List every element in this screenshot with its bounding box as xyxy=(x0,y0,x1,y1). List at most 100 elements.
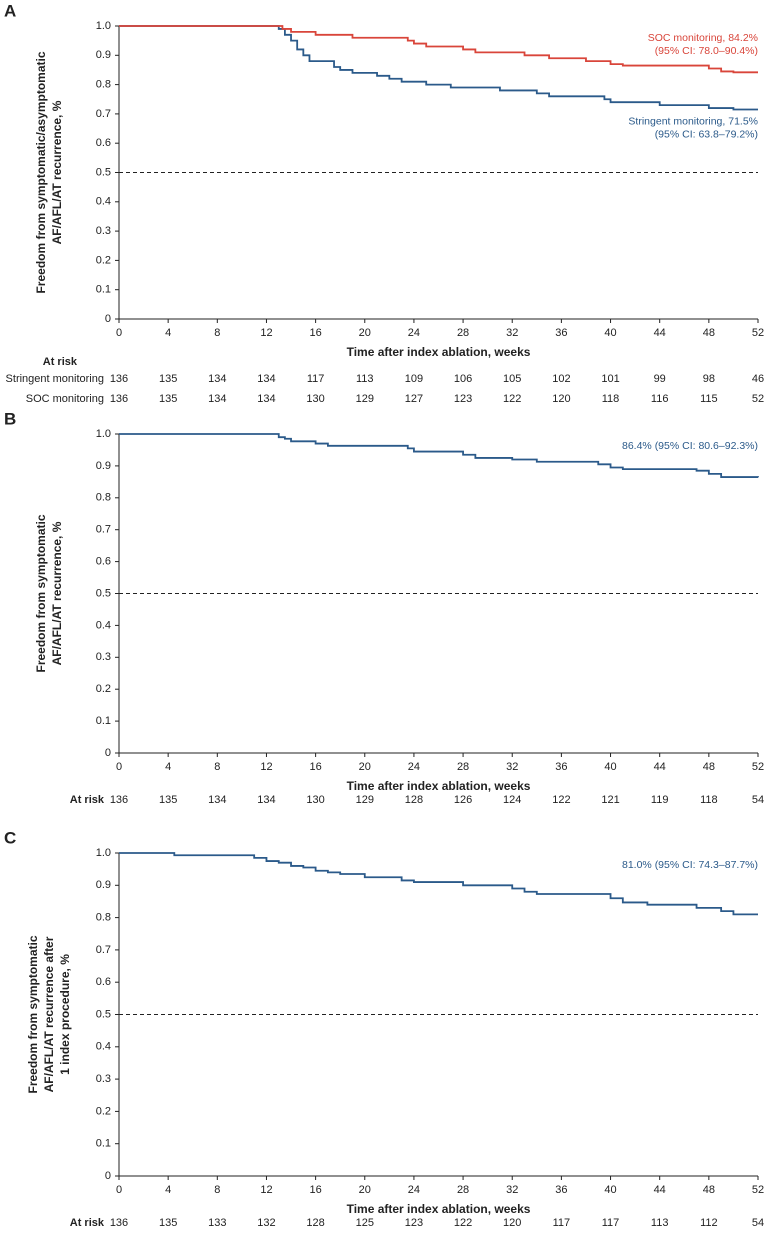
curve-annotation: Stringent monitoring, 71.5% xyxy=(628,115,758,127)
y-tick-label: 0.9 xyxy=(96,879,111,891)
y-tick-label: 0.1 xyxy=(96,1138,111,1150)
x-tick-label: 44 xyxy=(654,761,666,773)
y-axis-label-line: Freedom from symptomatic xyxy=(26,935,40,1093)
at-risk-count: 125 xyxy=(356,1217,374,1229)
x-tick-label: 4 xyxy=(165,327,171,339)
at-risk-count: 113 xyxy=(356,373,374,385)
at-risk-row-label: Stringent monitoring xyxy=(6,373,104,385)
x-tick-label: 16 xyxy=(309,327,321,339)
at-risk-count: 128 xyxy=(306,1217,324,1229)
x-tick-label: 52 xyxy=(752,327,764,339)
at-risk-count: 101 xyxy=(601,373,619,385)
at-risk-header: At risk xyxy=(43,356,78,368)
curve-annotation: (95% CI: 78.0–90.4%) xyxy=(655,45,758,57)
y-tick-label: 0.1 xyxy=(96,284,111,296)
at-risk-count: 98 xyxy=(703,373,715,385)
x-tick-label: 36 xyxy=(555,761,567,773)
at-risk-count: 102 xyxy=(552,373,570,385)
y-axis-label-line: AF/AFL/AT recurrence, % xyxy=(50,100,64,244)
y-tick-label: 0.4 xyxy=(96,1041,111,1053)
at-risk-count: 135 xyxy=(159,373,177,385)
x-tick-label: 16 xyxy=(309,1184,321,1196)
curve-annotation: 86.4% (95% CI: 80.6–92.3%) xyxy=(622,440,758,452)
curve-annotation: SOC monitoring, 84.2% xyxy=(648,32,758,44)
at-risk-count: 135 xyxy=(159,794,177,806)
at-risk-count: 46 xyxy=(752,373,764,385)
at-risk-count: 117 xyxy=(553,1217,571,1229)
at-risk-count: 54 xyxy=(752,1217,764,1229)
at-risk-count: 117 xyxy=(602,1217,620,1229)
y-axis-label: Freedom from symptomatic/asymptomatic AF/… xyxy=(34,51,64,293)
y-axis-label-line: AF/AFL/AT recurrence after xyxy=(42,936,56,1092)
survival-curve xyxy=(119,25,758,74)
x-tick-label: 28 xyxy=(457,761,469,773)
at-risk-count: 117 xyxy=(307,373,325,385)
at-risk-count: 118 xyxy=(602,393,620,405)
x-tick-label: 28 xyxy=(457,1184,469,1196)
x-tick-label: 0 xyxy=(116,327,122,339)
y-tick-label: 0 xyxy=(105,1170,111,1182)
x-axis-label: Time after index ablation, weeks xyxy=(347,779,531,793)
at-risk-count: 52 xyxy=(752,393,764,405)
y-tick-label: 0.2 xyxy=(96,254,111,266)
x-tick-label: 20 xyxy=(359,1184,371,1196)
at-risk-count: 99 xyxy=(654,373,666,385)
x-axis-label: Time after index ablation, weeks xyxy=(347,345,531,359)
x-tick-label: 40 xyxy=(604,1184,616,1196)
y-tick-label: 0.2 xyxy=(96,1105,111,1117)
y-tick-label: 0.5 xyxy=(96,587,111,599)
survival-curve xyxy=(119,852,758,916)
y-axis-label-line: AF/AFL/AT recurrence, % xyxy=(50,521,64,665)
at-risk-count: 134 xyxy=(208,373,226,385)
y-tick-label: 0.6 xyxy=(96,556,111,568)
at-risk-count: 135 xyxy=(159,393,177,405)
panel: A Freedom from symptomatic/asymptomatic AF… xyxy=(4,1,764,404)
at-risk-count: 130 xyxy=(306,794,324,806)
at-risk-count: 115 xyxy=(700,393,718,405)
x-tick-label: 48 xyxy=(703,1184,715,1196)
at-risk-count: 135 xyxy=(159,1217,177,1229)
y-tick-label: 1.0 xyxy=(96,20,111,32)
at-risk-count: 119 xyxy=(651,794,669,806)
y-tick-label: 0.6 xyxy=(96,137,111,149)
at-risk-row-label: SOC monitoring xyxy=(26,393,104,405)
at-risk-count: 132 xyxy=(257,1217,275,1229)
y-tick-label: 0.6 xyxy=(96,976,111,988)
x-tick-label: 12 xyxy=(260,1184,272,1196)
at-risk-row-label: At risk xyxy=(70,1217,105,1229)
x-tick-label: 24 xyxy=(408,761,420,773)
x-tick-label: 8 xyxy=(214,761,220,773)
at-risk-count: 134 xyxy=(257,794,275,806)
x-tick-label: 32 xyxy=(506,1184,518,1196)
at-risk-count: 54 xyxy=(752,794,764,806)
y-tick-label: 0.9 xyxy=(96,49,111,61)
at-risk-count: 121 xyxy=(601,794,619,806)
at-risk-count: 116 xyxy=(651,393,669,405)
x-tick-label: 20 xyxy=(359,327,371,339)
y-tick-label: 0.8 xyxy=(96,79,111,91)
panel-label: A xyxy=(4,1,16,20)
x-tick-label: 20 xyxy=(359,761,371,773)
panel-label: C xyxy=(4,828,16,847)
x-axis-label: Time after index ablation, weeks xyxy=(347,1202,531,1216)
x-tick-label: 40 xyxy=(604,761,616,773)
at-risk-count: 122 xyxy=(552,794,570,806)
y-tick-label: 0.3 xyxy=(96,1073,111,1085)
y-tick-label: 0.3 xyxy=(96,651,111,663)
at-risk-count: 136 xyxy=(110,1217,128,1229)
x-tick-label: 28 xyxy=(457,327,469,339)
x-tick-label: 24 xyxy=(408,327,420,339)
x-tick-label: 32 xyxy=(506,327,518,339)
at-risk-count: 118 xyxy=(700,794,718,806)
at-risk-count: 126 xyxy=(454,794,472,806)
at-risk-count: 123 xyxy=(454,393,472,405)
x-tick-label: 36 xyxy=(555,1184,567,1196)
y-tick-label: 0.4 xyxy=(96,619,111,631)
x-tick-label: 8 xyxy=(214,327,220,339)
y-tick-label: 0.8 xyxy=(96,912,111,924)
at-risk-count: 128 xyxy=(405,794,423,806)
at-risk-count: 134 xyxy=(257,373,275,385)
y-tick-label: 0.3 xyxy=(96,225,111,237)
at-risk-count: 122 xyxy=(503,393,521,405)
y-tick-label: 0.5 xyxy=(96,1008,111,1020)
